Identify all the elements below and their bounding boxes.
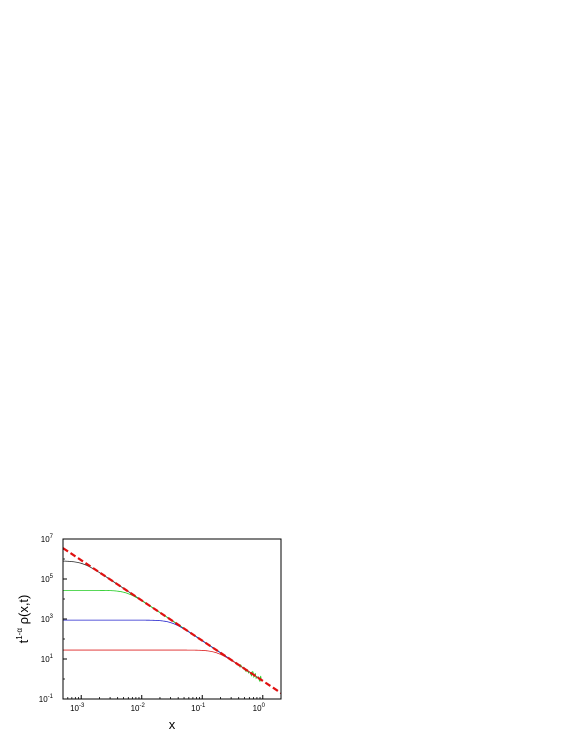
y-axis-label-exponent: 1-α: [15, 628, 24, 640]
y-tick-label: 101: [41, 654, 54, 664]
x-tick-label: 10-3: [70, 703, 85, 713]
reference-line-layer: [62, 547, 282, 694]
plot-area: 10-3 10-2 10-1 100 10-1 101 103 105 107: [39, 534, 282, 713]
y-tick-label: 105: [41, 574, 54, 584]
x-tick-label: 100: [253, 703, 266, 713]
y-tick-label: 103: [41, 614, 54, 624]
series-line-3: [63, 619, 261, 680]
x-axis-label: x: [169, 717, 176, 732]
y-axis-label-base: t: [16, 639, 31, 643]
plot-frame: [62, 538, 282, 700]
reference-dashed-line: [62, 547, 282, 694]
x-tick-label: 10-1: [191, 703, 206, 713]
series-layer: [62, 560, 262, 683]
series-line-4: [63, 649, 261, 680]
y-axis-label: t1-α ρ(x,t): [15, 595, 31, 644]
series-line-2: [63, 589, 262, 683]
y-tick-label: 10-1: [39, 694, 54, 704]
x-tick-label: 10-2: [131, 703, 146, 713]
y-tick-label: 107: [41, 534, 54, 544]
y-axis-label-rest: ρ(x,t): [16, 595, 31, 628]
y-axis-ticks: 10-1 101 103 105 107: [39, 534, 67, 704]
x-axis-ticks: 10-3 10-2 10-1 100: [67, 695, 266, 713]
